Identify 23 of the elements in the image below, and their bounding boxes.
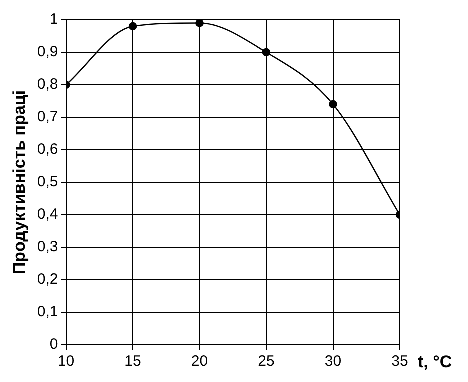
y-tick-label: 1	[50, 11, 58, 28]
y-tick-label: 0,8	[37, 76, 58, 94]
y-axis-title: Продуктивність праці	[10, 90, 29, 275]
x-tick-label: 15	[124, 353, 142, 370]
point	[329, 100, 338, 109]
y-tick-label: 0,6	[37, 141, 58, 158]
point	[128, 22, 138, 31]
x-tick-label: 25	[258, 353, 275, 370]
y-tick-label: 0,9	[37, 44, 58, 61]
x-axis-title: t, °C	[418, 352, 452, 372]
y-tick-label: 0	[50, 336, 58, 354]
x-tick-label: 20	[191, 353, 208, 370]
x-tick-label: 35	[392, 353, 408, 370]
point	[262, 48, 271, 57]
y-tick-label: 0,7	[37, 108, 58, 126]
x-tick-label: 10	[58, 353, 75, 370]
y-tick-label: 0,5	[37, 174, 58, 191]
x-tick-label: 30	[324, 353, 342, 370]
point	[196, 20, 204, 28]
y-tick-label: 0,1	[37, 304, 58, 321]
y-tick-label: 0,2	[37, 271, 58, 288]
y-tick-label: 0,4	[37, 206, 58, 224]
y-tick-label: 0,3	[37, 238, 58, 256]
